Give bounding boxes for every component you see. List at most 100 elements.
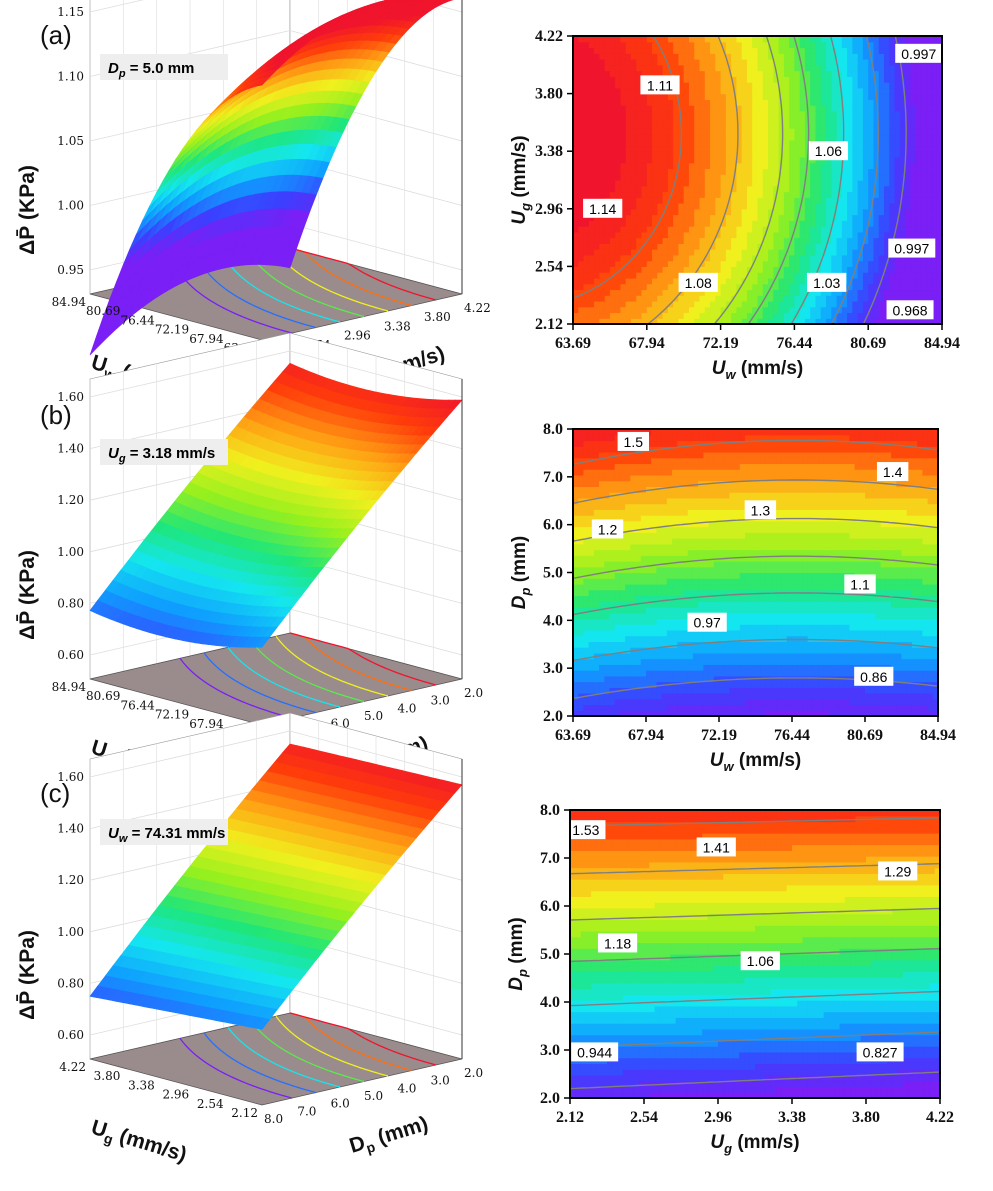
contour-cell	[921, 186, 927, 192]
contour-cell	[879, 295, 885, 301]
contour-cell	[879, 59, 885, 65]
contour-cell	[673, 226, 679, 232]
contour-cell	[636, 145, 642, 151]
contour-cell	[594, 105, 600, 111]
contour-cell	[863, 71, 869, 77]
contour-cell	[931, 157, 937, 163]
contour-cell	[615, 284, 621, 290]
contour-cell	[895, 157, 901, 163]
contour-cell	[594, 163, 600, 169]
contour-cell	[705, 157, 711, 163]
contour-cell	[726, 266, 732, 272]
contour-cell	[642, 134, 648, 140]
contour-cell	[578, 307, 584, 313]
contour-cell	[652, 272, 658, 278]
contour-cell	[810, 243, 816, 249]
contour-cell	[636, 192, 642, 198]
contour-cell	[768, 255, 774, 261]
contour-cell	[689, 174, 695, 180]
contour-cell	[673, 238, 679, 244]
contour-cell	[868, 174, 874, 180]
contour-cell	[794, 295, 800, 301]
contour-cell	[805, 307, 811, 313]
contour-cell	[884, 82, 890, 88]
contour-cell	[599, 65, 605, 71]
contour-cell	[794, 232, 800, 238]
contour-cell	[599, 151, 605, 157]
y-axis-unit: (mm/s)	[509, 135, 530, 203]
contour-cell	[815, 122, 821, 128]
contour-cell	[858, 128, 864, 134]
contour-cell	[752, 238, 758, 244]
contour-cell	[858, 140, 864, 146]
contour-cell	[895, 145, 901, 151]
contour-cell	[884, 232, 890, 238]
contour-cell	[673, 157, 679, 163]
contour-cell	[684, 53, 690, 59]
contour-cell	[858, 99, 864, 105]
contour-cell	[578, 243, 584, 249]
contour-cell	[768, 307, 774, 313]
contour-cell	[826, 186, 832, 192]
contour-cell	[768, 157, 774, 163]
contour-cell	[884, 278, 890, 284]
contour-cell	[773, 48, 779, 54]
contour-cell	[789, 105, 795, 111]
contour-cell	[710, 105, 716, 111]
contour-cell	[789, 255, 795, 261]
contour-cell	[889, 215, 895, 221]
contour-cell	[768, 272, 774, 278]
contour-cell	[789, 301, 795, 307]
contour-cell	[599, 226, 605, 232]
contour-cell	[815, 226, 821, 232]
contour-cell	[620, 226, 626, 232]
contour-cell	[858, 134, 864, 140]
contour-cell	[605, 59, 611, 65]
contour-cell	[715, 174, 721, 180]
contour-cell	[805, 65, 811, 71]
contour-cell	[742, 111, 748, 117]
contour-cell	[852, 94, 858, 100]
contour-cell	[631, 145, 637, 151]
contour-cell	[615, 163, 621, 169]
contour-cell	[589, 272, 595, 278]
contour-cell	[684, 203, 690, 209]
contour-cell	[916, 111, 922, 117]
contour-cell	[810, 226, 816, 232]
contour-cell	[578, 266, 584, 272]
contour-cell	[610, 266, 616, 272]
contour-cell	[684, 105, 690, 111]
contour-cell	[731, 134, 737, 140]
contour-cell	[900, 122, 906, 128]
contour-cell	[821, 88, 827, 94]
contour-cell	[615, 249, 621, 255]
contour-cell	[589, 295, 595, 301]
contour-cell	[594, 111, 600, 117]
contour-cell	[779, 226, 785, 232]
contour-cell	[615, 232, 621, 238]
contour-cell	[900, 266, 906, 272]
contour-cell	[863, 82, 869, 88]
contour-cell	[847, 261, 853, 267]
contour-cell	[826, 105, 832, 111]
contour-cell	[847, 117, 853, 123]
contour-cell	[589, 145, 595, 151]
contour-cell	[631, 48, 637, 54]
contour-cell	[905, 278, 911, 284]
contour-cell	[584, 301, 590, 307]
contour-cell	[758, 88, 764, 94]
contour-cell	[847, 48, 853, 54]
contour-cell	[673, 301, 679, 307]
contour-cell	[784, 203, 790, 209]
contour-cell	[626, 42, 632, 48]
contour-cell	[636, 220, 642, 226]
contour-cell	[763, 105, 769, 111]
contour-cell	[605, 151, 611, 157]
contour-cell	[631, 180, 637, 186]
contour-cell	[652, 249, 658, 255]
contour-cell	[642, 220, 648, 226]
contour-cell	[678, 174, 684, 180]
contour-cell	[578, 220, 584, 226]
contour-cell	[873, 226, 879, 232]
contour-cell	[815, 192, 821, 198]
